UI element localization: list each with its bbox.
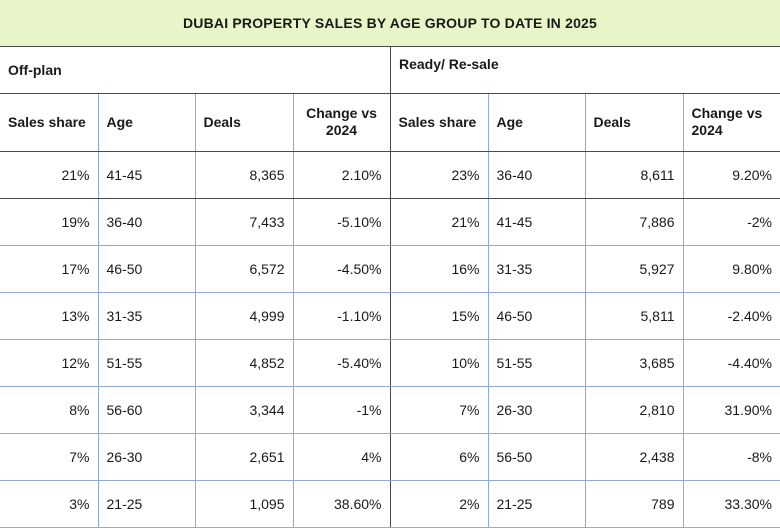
header-change: Change vs 2024 <box>683 94 780 152</box>
resale-change-cell: 31.90% <box>683 386 780 434</box>
table-row: 21% 41-45 8,365 2.10% 23% 36-40 8,611 9.20% <box>0 151 780 199</box>
offplan-deals-cell: 3,344 <box>195 386 294 434</box>
offplan-sales-share-cell: 7% <box>0 433 99 481</box>
resale-deals-cell: 2,438 <box>585 433 684 481</box>
resale-sales-share-cell: 6% <box>390 433 489 481</box>
offplan-age-cell: 56-60 <box>98 386 196 434</box>
resale-sales-share-cell: 23% <box>390 151 489 199</box>
table-row: 17% 46-50 6,572 -4.50% 16% 31-35 5,927 9.80% <box>0 245 780 293</box>
resale-deals-cell: 5,811 <box>585 292 684 340</box>
offplan-deals-cell: 6,572 <box>195 245 294 293</box>
header-age: Age <box>488 94 586 152</box>
resale-change-cell: 9.20% <box>683 151 780 199</box>
resale-sales-share-cell: 21% <box>390 198 489 246</box>
table-row: 8% 56-60 3,344 -1% 7% 26-30 2,810 31.90% <box>0 386 780 434</box>
resale-age-cell: 51-55 <box>488 339 586 387</box>
header-change-line2: 2024 <box>691 122 723 139</box>
offplan-sales-share-cell: 12% <box>0 339 99 387</box>
table-row: 19% 36-40 7,433 -5.10% 21% 41-45 7,886 -2% <box>0 198 780 246</box>
table-row: 12% 51-55 4,852 -5.40% 10% 51-55 3,685 -4.40% <box>0 339 780 387</box>
offplan-change-cell: -5.10% <box>293 198 391 246</box>
resale-sales-share-cell: 16% <box>390 245 489 293</box>
table-row: 7% 26-30 2,651 4% 6% 56-50 2,438 -8% <box>0 433 780 481</box>
resale-deals-cell: 8,611 <box>585 151 684 199</box>
offplan-change-cell: -1.10% <box>293 292 391 340</box>
resale-sales-share-cell: 10% <box>390 339 489 387</box>
resale-age-cell: 26-30 <box>488 386 586 434</box>
offplan-change-cell: -1% <box>293 386 391 434</box>
resale-age-cell: 46-50 <box>488 292 586 340</box>
header-deals: Deals <box>585 94 684 152</box>
section-ready-label: Ready/ Re-sale <box>390 47 780 93</box>
sales-table: Sales share Age Deals Change vs 2024 Sale… <box>0 94 780 528</box>
header-change-line2: 2024 <box>325 122 358 139</box>
offplan-sales-share-cell: 13% <box>0 292 99 340</box>
table-title: DUBAI PROPERTY SALES BY AGE GROUP TO DAT… <box>0 0 780 47</box>
offplan-deals-cell: 2,651 <box>195 433 294 481</box>
offplan-deals-cell: 8,365 <box>195 151 294 199</box>
header-sales-share: Sales share <box>390 94 489 152</box>
column-header-row: Sales share Age Deals Change vs 2024 Sale… <box>0 94 780 152</box>
offplan-sales-share-cell: 21% <box>0 151 99 199</box>
section-header-row: Off-plan Ready/ Re-sale <box>0 47 780 94</box>
resale-change-cell: -4.40% <box>683 339 780 387</box>
offplan-sales-share-cell: 19% <box>0 198 99 246</box>
resale-change-cell: -8% <box>683 433 780 481</box>
resale-deals-cell: 5,927 <box>585 245 684 293</box>
offplan-deals-cell: 4,999 <box>195 292 294 340</box>
section-offplan-label: Off-plan <box>8 62 62 78</box>
resale-age-cell: 41-45 <box>488 198 586 246</box>
table-row: 13% 31-35 4,999 -1.10% 15% 46-50 5,811 -2.40% <box>0 292 780 340</box>
offplan-sales-share-cell: 8% <box>0 386 99 434</box>
offplan-age-cell: 46-50 <box>98 245 196 293</box>
resale-age-cell: 31-35 <box>488 245 586 293</box>
offplan-age-cell: 41-45 <box>98 151 196 199</box>
resale-deals-cell: 3,685 <box>585 339 684 387</box>
offplan-change-cell: -5.40% <box>293 339 391 387</box>
resale-deals-cell: 2,810 <box>585 386 684 434</box>
offplan-deals-cell: 4,852 <box>195 339 294 387</box>
offplan-change-cell: 4% <box>293 433 391 481</box>
header-change-line1: Change vs <box>691 104 763 121</box>
resale-age-cell: 56-50 <box>488 433 586 481</box>
resale-change-cell: 9.80% <box>683 245 780 293</box>
header-deals: Deals <box>195 94 294 152</box>
header-age: Age <box>98 94 196 152</box>
offplan-sales-share-cell: 17% <box>0 245 99 293</box>
header-change-line1: Change vs <box>306 104 377 121</box>
header-sales-share: Sales share <box>0 94 99 152</box>
offplan-age-cell: 26-30 <box>98 433 196 481</box>
offplan-age-cell: 31-35 <box>98 292 196 340</box>
offplan-age-cell: 51-55 <box>98 339 196 387</box>
resale-change-cell: -2.40% <box>683 292 780 340</box>
offplan-change-cell: 2.10% <box>293 151 391 199</box>
resale-age-cell: 36-40 <box>488 151 586 199</box>
offplan-age-cell: 36-40 <box>98 198 196 246</box>
resale-sales-share-cell: 7% <box>390 386 489 434</box>
resale-deals-cell: 7,886 <box>585 198 684 246</box>
resale-change-cell: -2% <box>683 198 780 246</box>
offplan-deals-cell: 7,433 <box>195 198 294 246</box>
resale-sales-share-cell: 15% <box>390 292 489 340</box>
offplan-change-cell: -4.50% <box>293 245 391 293</box>
header-change: Change vs 2024 <box>293 94 391 152</box>
